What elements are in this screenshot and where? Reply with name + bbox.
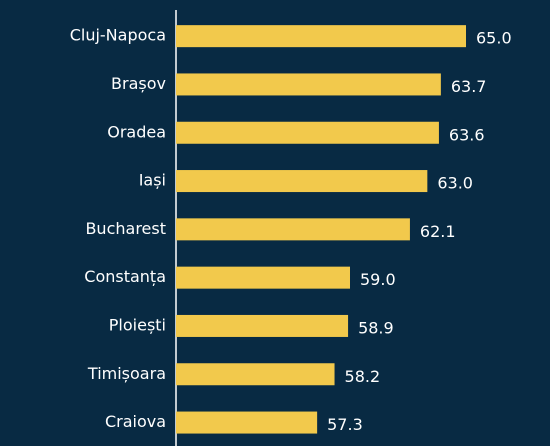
y-tick-label: Craiova <box>105 412 166 431</box>
y-tick-label: Bucharest <box>85 219 166 238</box>
bar <box>176 73 441 96</box>
bar <box>176 170 428 193</box>
bar <box>176 314 349 337</box>
value-label: 62.1 <box>420 222 456 241</box>
value-label: 63.7 <box>451 77 487 96</box>
bar <box>176 363 335 386</box>
y-tick-label: Iași <box>139 171 166 190</box>
value-label: 58.9 <box>358 318 394 337</box>
y-tick-label: Ploiești <box>109 315 166 334</box>
bar <box>176 25 466 48</box>
value-label: 65.0 <box>476 29 512 48</box>
y-tick-label: Timișoara <box>87 364 166 383</box>
value-label: 57.3 <box>327 415 363 434</box>
bar <box>176 411 318 434</box>
bar <box>176 218 410 241</box>
value-label: 63.6 <box>449 125 485 144</box>
value-label: 58.2 <box>345 367 381 386</box>
y-tick-label: Brașov <box>111 74 166 93</box>
value-label: 59.0 <box>360 270 396 289</box>
bar <box>176 266 350 289</box>
bar <box>176 121 439 144</box>
y-tick-label: Cluj-Napoca <box>70 26 166 45</box>
y-tick-label: Oradea <box>107 122 166 141</box>
value-label: 63.0 <box>437 174 473 193</box>
y-tick-label: Constanța <box>84 267 166 286</box>
